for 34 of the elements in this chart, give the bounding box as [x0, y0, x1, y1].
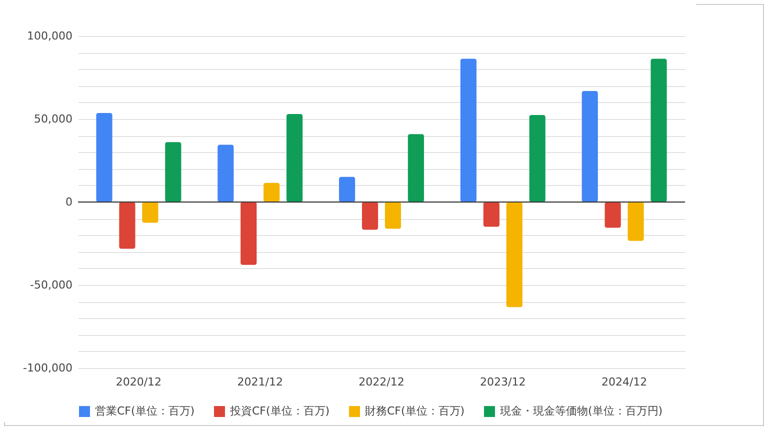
bar — [119, 202, 136, 249]
bar — [408, 134, 424, 202]
bar — [142, 202, 158, 223]
y-tick-label: 50,000 — [34, 112, 72, 126]
bar — [96, 113, 112, 202]
legend-label: 財務CF(単位：百万) — [365, 404, 465, 418]
bar — [286, 114, 303, 202]
legend-label: 現金・現金等価物(単位：百万円) — [500, 404, 663, 418]
legend-label: 営業CF(単位：百万) — [95, 404, 195, 418]
bar — [604, 202, 621, 228]
y-tick-label: -50,000 — [30, 278, 72, 292]
bar — [165, 142, 182, 202]
bar — [384, 202, 402, 229]
bar — [529, 115, 546, 202]
y-tick-label: 100,000 — [27, 30, 72, 42]
bar — [240, 202, 257, 265]
bar — [339, 176, 356, 202]
x-tick-label: 2022/12 — [358, 376, 404, 388]
bar — [506, 202, 522, 308]
y-tick-label: 0 — [66, 196, 72, 208]
bar — [628, 202, 644, 241]
bar — [460, 58, 476, 202]
bar — [483, 202, 500, 227]
x-tick-label: 2021/12 — [237, 376, 283, 388]
x-tick-label: 2024/12 — [601, 376, 648, 388]
legend-label: 投資CF(単位：百万) — [229, 404, 330, 418]
y-tick-label: -100,000 — [23, 362, 72, 374]
x-tick-label: 2020/12 — [116, 376, 162, 388]
x-tick-label: 2023/12 — [480, 376, 526, 388]
bar — [650, 58, 667, 202]
bar — [362, 202, 378, 230]
bar — [218, 144, 234, 202]
bar — [582, 90, 598, 202]
bar — [264, 182, 280, 202]
